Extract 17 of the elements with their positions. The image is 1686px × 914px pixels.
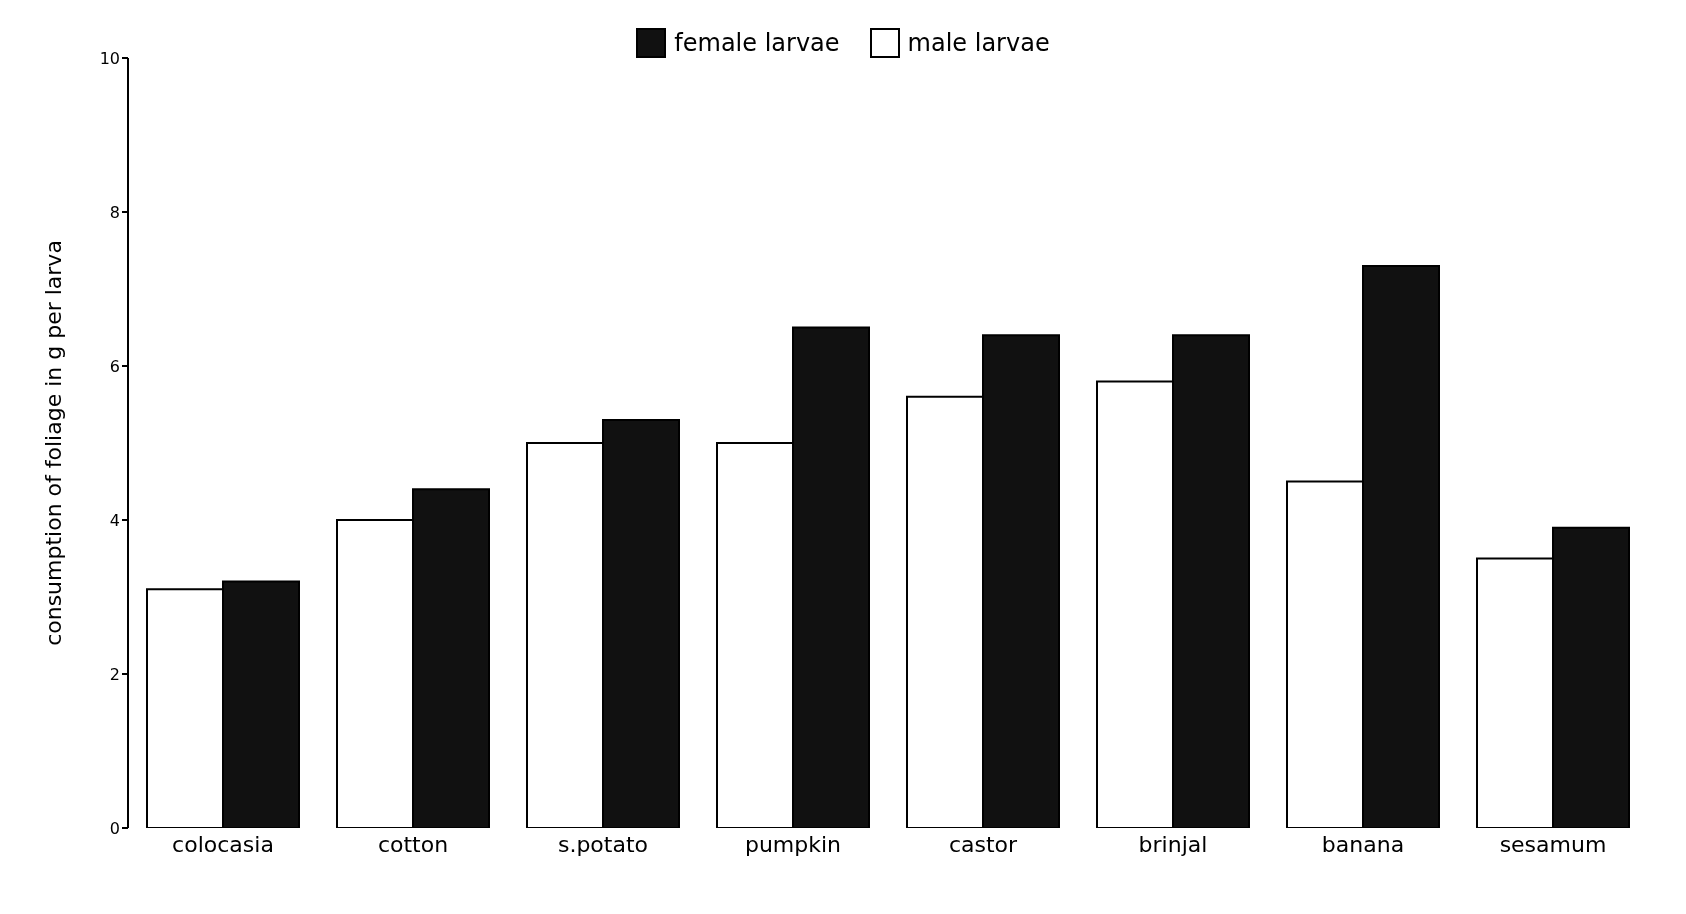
x-tick-label: cotton: [377, 831, 449, 857]
y-tick-label: 8: [109, 202, 120, 222]
x-tick-label: pumpkin: [744, 831, 842, 857]
legend-label: male larvae: [907, 29, 1050, 57]
y-tick-label: 4: [109, 510, 120, 530]
y-axis-title: consumption of foliage in g per larva: [40, 240, 66, 646]
x-tick-label: s.potato: [557, 831, 649, 857]
x-tick-label: castor: [948, 831, 1019, 857]
y-tick-label: 6: [109, 356, 120, 376]
y-tick-label: 0: [109, 818, 120, 838]
y-tick-label: 2: [109, 664, 120, 684]
legend-label: female larvae: [674, 29, 840, 57]
x-tick-label: brinjal: [1138, 831, 1208, 857]
x-tick-label: banana: [1321, 831, 1405, 857]
x-tick-label: colocasia: [172, 831, 274, 857]
x-tick-label: sesamum: [1499, 831, 1607, 857]
y-tick-label: 10: [99, 48, 120, 68]
